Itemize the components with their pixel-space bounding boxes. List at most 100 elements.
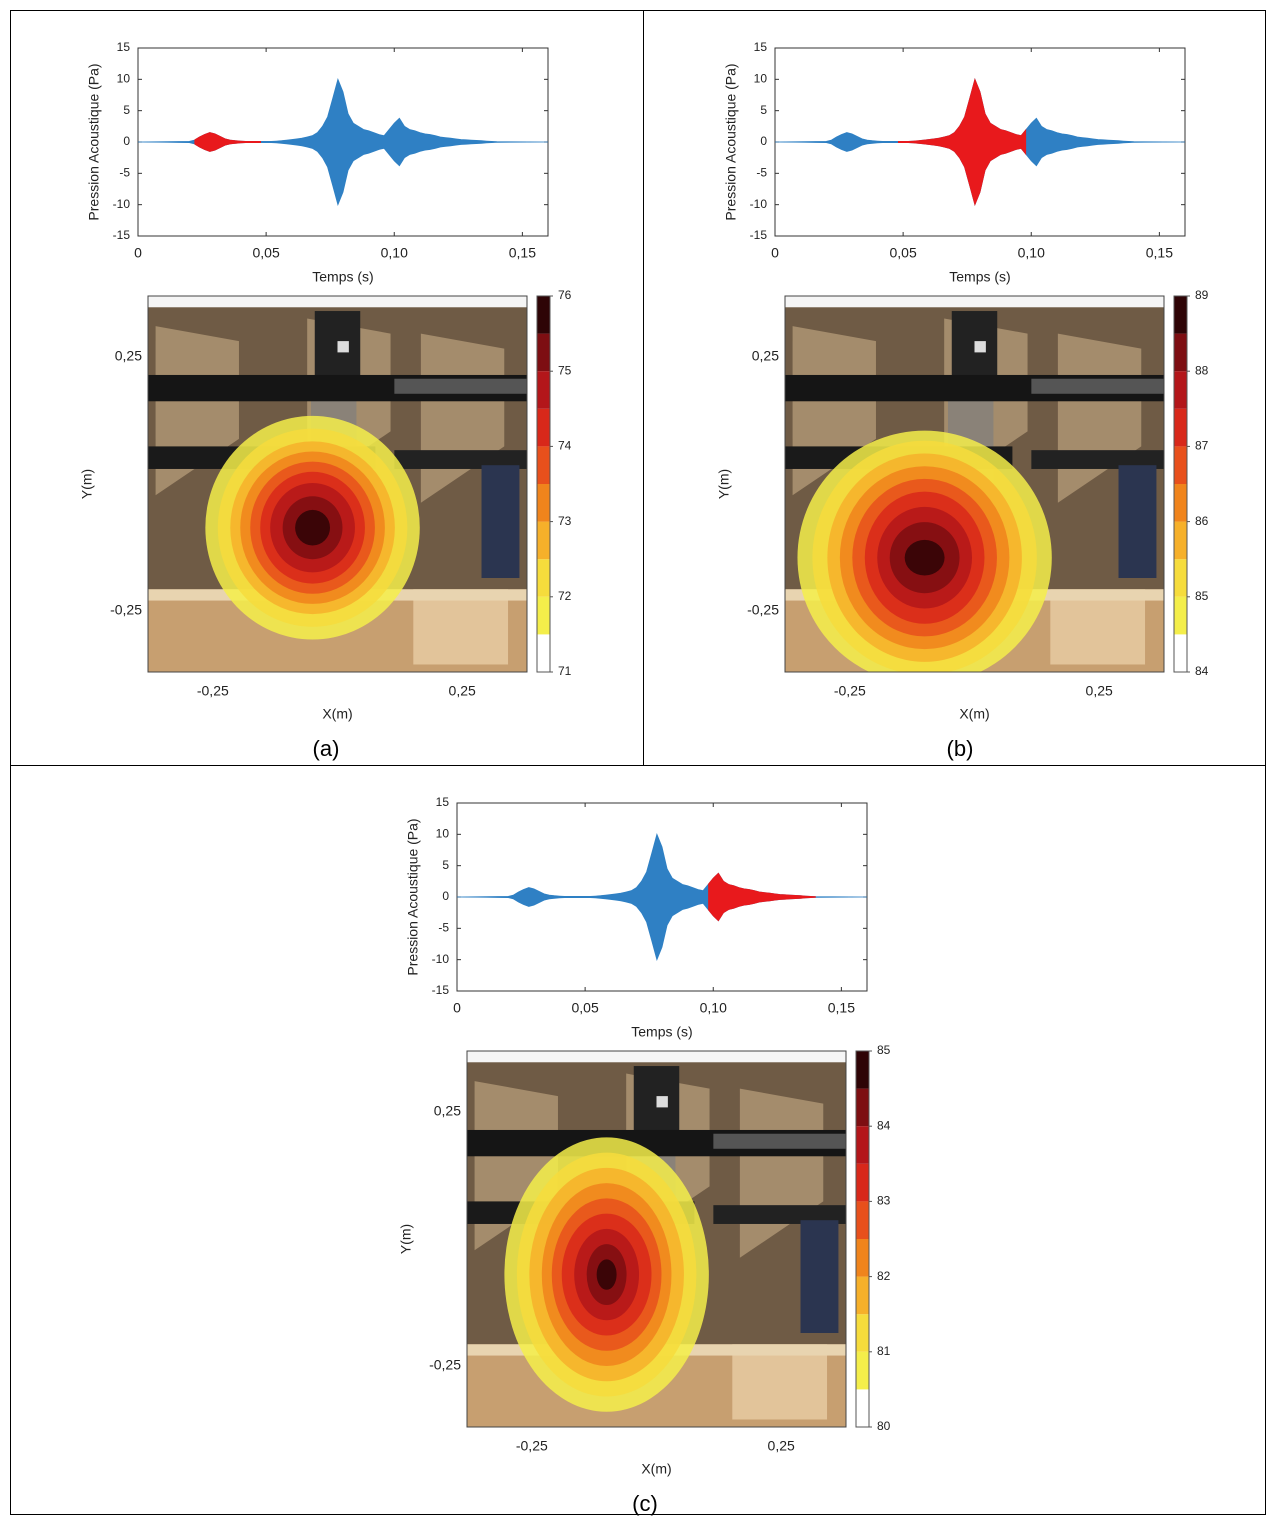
colorbar-band (856, 1126, 869, 1164)
y-axis-label: Pression Acoustique (Pa) (405, 818, 421, 975)
contour (904, 539, 945, 576)
colorbar-tick-label: 72 (558, 589, 572, 603)
panel: -15 -10 -5 0 5 10 15 0 0,05 0,10 0,15 Temps (s) Pres… (398, 795, 891, 1516)
y-tick-label: -0,25 (747, 602, 779, 618)
colorbar-band (1174, 408, 1187, 447)
colorbar-band (537, 333, 550, 372)
colorbar-tick-label: 84 (877, 1118, 891, 1132)
colorbar-tick-label: 85 (877, 1043, 891, 1057)
photo (1050, 589, 1146, 665)
y-tick-label: 15 (754, 40, 768, 54)
photo (656, 1096, 668, 1108)
colorbar-band (856, 1314, 869, 1352)
x-tick-label: 0,10 (1018, 245, 1045, 261)
colorbar-tick-label: 88 (1195, 363, 1209, 377)
x-tick-label: 0,10 (381, 245, 408, 261)
signal-highlight (898, 78, 1027, 206)
x-axis-label: X(m) (322, 706, 352, 722)
photo (337, 341, 349, 353)
photo (148, 296, 527, 308)
y-tick-label: -5 (119, 166, 130, 180)
colorbar-tick-label: 87 (1195, 439, 1209, 453)
colorbar-band (537, 521, 550, 560)
y-tick-label: 0,25 (115, 348, 142, 364)
y-axis-label: Y(m) (79, 469, 95, 499)
y-tick-label: -15 (432, 983, 450, 997)
colorbar-tick-label: 75 (558, 363, 572, 377)
colorbar-band (856, 1276, 869, 1315)
colorbar-band (537, 446, 550, 484)
y-tick-label: -10 (750, 197, 768, 211)
colorbar-band (537, 596, 550, 635)
map-frame (466, 1050, 847, 1428)
colorbar-band (537, 559, 550, 597)
photo (467, 1051, 846, 1063)
photo (732, 1344, 828, 1420)
colorbar-tick-label: 80 (877, 1419, 891, 1433)
y-tick-label: -15 (113, 228, 131, 242)
y-axis-label: Y(m) (716, 469, 732, 499)
photo (1031, 378, 1164, 394)
x-tick-label: 0,05 (890, 245, 917, 261)
y-tick-label: 5 (123, 103, 130, 117)
map-frame (147, 295, 528, 673)
x-tick-label: 0 (134, 245, 142, 261)
y-tick-label: -10 (432, 952, 450, 966)
colorbar-tick-label: 86 (1195, 514, 1209, 528)
colorbar-band (856, 1239, 869, 1277)
y-tick-label: 5 (760, 103, 767, 117)
panel: -15 -10 -5 0 5 10 15 0 0,05 0,10 0,15 Temps (s) Pres… (79, 40, 572, 761)
x-tick-label: 0,10 (700, 1000, 727, 1016)
colorbar-band (1174, 521, 1187, 560)
x-axis-label: Temps (s) (949, 269, 1010, 285)
y-tick-label: -15 (750, 228, 768, 242)
contour (596, 1259, 617, 1290)
colorbar-band (856, 1389, 869, 1427)
x-tick-label: 0,25 (768, 1438, 795, 1454)
x-axis-label: X(m) (959, 706, 989, 722)
colorbar-band (1174, 296, 1187, 334)
y-tick-label: -5 (438, 921, 449, 935)
signal-highlight (194, 132, 261, 152)
photo (413, 589, 509, 665)
colorbar-band (1174, 446, 1187, 484)
signal (456, 833, 868, 961)
signal (137, 78, 549, 206)
colorbar-tick-label: 89 (1195, 288, 1209, 302)
colorbar-band (1174, 634, 1187, 672)
y-tick-label: 0 (123, 134, 130, 148)
y-tick-label: 0 (442, 889, 449, 903)
table-border (10, 10, 1266, 1515)
colorbar-tick-label: 71 (558, 664, 572, 678)
colorbar-tick-label: 74 (558, 439, 572, 453)
panel: -15 -10 -5 0 5 10 15 0 0,05 0,10 0,15 Temps (s) Pres… (716, 40, 1209, 761)
x-axis-label: Temps (s) (312, 269, 373, 285)
y-tick-label: -0,25 (110, 602, 142, 618)
contour (295, 509, 331, 546)
colorbar-band (537, 634, 550, 672)
colorbar-tick-label: 76 (558, 288, 572, 302)
photo (1031, 450, 1164, 469)
x-tick-label: 0,25 (1086, 683, 1113, 699)
colorbar-tick-label: 84 (1195, 664, 1209, 678)
colorbar-band (856, 1088, 869, 1127)
y-tick-label: 10 (754, 72, 768, 86)
x-tick-label: 0 (771, 245, 779, 261)
colorbar-band (537, 408, 550, 447)
x-tick-label: -0,25 (197, 683, 229, 699)
colorbar-band (1174, 371, 1187, 409)
map (467, 1051, 846, 1427)
colorbar-tick-label: 83 (877, 1194, 891, 1208)
y-tick-label: 5 (442, 858, 449, 872)
x-tick-label: 0,15 (509, 245, 536, 261)
map (148, 296, 527, 672)
colorbar-band (856, 1051, 869, 1089)
photo (974, 341, 986, 353)
x-tick-label: 0,15 (828, 1000, 855, 1016)
colorbar-band (537, 484, 550, 522)
colorbar-tick-label: 81 (877, 1344, 891, 1358)
caption: (b) (947, 736, 974, 761)
colorbar-band (537, 296, 550, 334)
